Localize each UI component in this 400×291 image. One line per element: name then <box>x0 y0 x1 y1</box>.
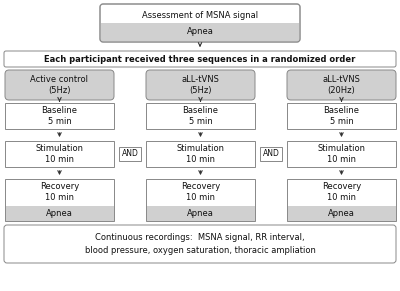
Text: Apnea: Apnea <box>187 208 214 217</box>
Text: Baseline
5 min: Baseline 5 min <box>182 106 218 126</box>
Bar <box>101 23 299 41</box>
Text: Stimulation
10 min: Stimulation 10 min <box>318 144 366 164</box>
FancyBboxPatch shape <box>100 4 300 42</box>
Bar <box>287 179 396 221</box>
Text: AND: AND <box>262 150 280 159</box>
Bar <box>119 147 141 161</box>
Text: Recovery
10 min: Recovery 10 min <box>322 182 361 202</box>
Bar <box>146 103 255 129</box>
FancyBboxPatch shape <box>4 51 396 67</box>
Text: Stimulation
10 min: Stimulation 10 min <box>36 144 84 164</box>
Bar <box>287 103 396 129</box>
Bar <box>5 103 114 129</box>
Text: Stimulation
10 min: Stimulation 10 min <box>176 144 224 164</box>
Bar <box>260 147 282 161</box>
Text: Each participant received three sequences in a randomized order: Each participant received three sequence… <box>44 54 356 63</box>
Bar <box>146 205 254 221</box>
Bar <box>6 205 114 221</box>
Bar <box>288 205 396 221</box>
Text: Assessment of MSNA signal: Assessment of MSNA signal <box>142 10 258 19</box>
Text: Apnea: Apnea <box>46 208 73 217</box>
FancyBboxPatch shape <box>5 70 114 100</box>
Bar <box>146 141 255 167</box>
Bar <box>287 141 396 167</box>
Text: Apnea: Apnea <box>186 28 214 36</box>
Text: Active control
(5Hz): Active control (5Hz) <box>30 75 88 95</box>
Text: Continuous recordings:  MSNA signal, RR interval,
blood pressure, oxygen saturat: Continuous recordings: MSNA signal, RR i… <box>84 233 316 255</box>
Text: aLL-tVNS
(5Hz): aLL-tVNS (5Hz) <box>182 75 220 95</box>
FancyBboxPatch shape <box>287 70 396 100</box>
Text: aLL-tVNS
(20Hz): aLL-tVNS (20Hz) <box>322 75 360 95</box>
FancyBboxPatch shape <box>4 225 396 263</box>
Text: Recovery
10 min: Recovery 10 min <box>40 182 79 202</box>
Bar <box>5 179 114 221</box>
FancyBboxPatch shape <box>146 70 255 100</box>
Text: AND: AND <box>122 150 138 159</box>
Bar <box>5 141 114 167</box>
Text: Apnea: Apnea <box>328 208 355 217</box>
Text: Baseline
5 min: Baseline 5 min <box>42 106 78 126</box>
Bar <box>146 179 255 221</box>
Text: Baseline
5 min: Baseline 5 min <box>324 106 360 126</box>
Text: Recovery
10 min: Recovery 10 min <box>181 182 220 202</box>
